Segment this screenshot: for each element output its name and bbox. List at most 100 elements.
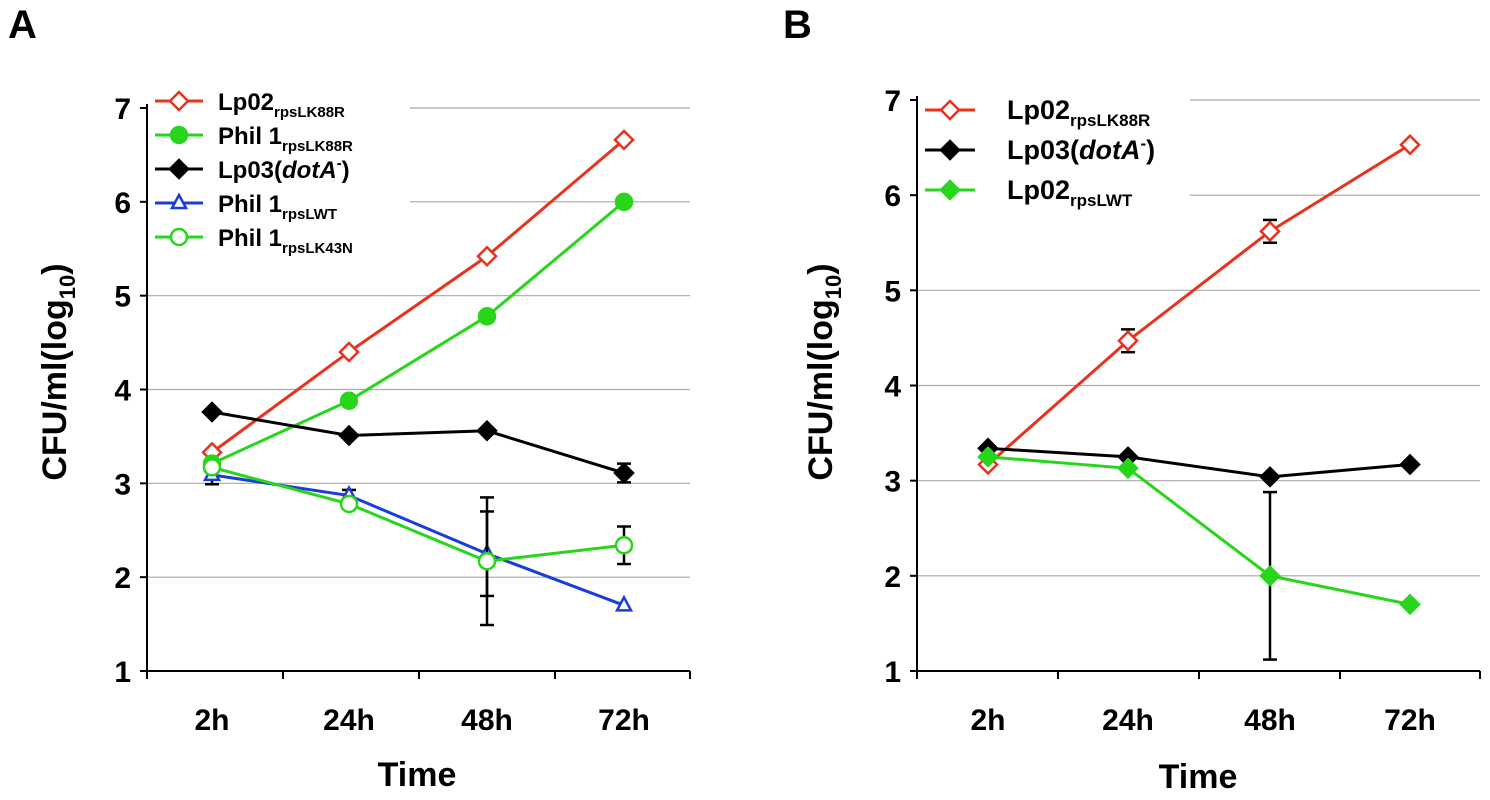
y-axis-title-sub: 10	[55, 275, 80, 299]
data-point	[339, 494, 359, 514]
data-point	[613, 462, 635, 484]
x-tick-label: 24h	[323, 704, 375, 737]
x-axis-title: Time	[378, 756, 457, 794]
legend-item: Lp02rpsLK88R	[925, 95, 1150, 130]
x-tick-label: 2h	[970, 704, 1005, 737]
series-line	[211, 138, 625, 454]
y-tick-label: 4	[114, 375, 131, 408]
legend-label: Phil 1rpsLK88R	[218, 123, 353, 155]
y-tick-label: 1	[114, 656, 131, 689]
legend-item: Lp02rpsLWT	[925, 175, 1133, 210]
data-point	[1117, 330, 1139, 352]
series-3	[201, 401, 635, 484]
x-tick-label: 2h	[194, 704, 229, 737]
data-point	[477, 551, 497, 571]
x-tick-label: 72h	[1384, 704, 1436, 737]
x-tick-label: 24h	[1102, 704, 1154, 737]
data-point	[613, 129, 635, 151]
data-point	[1399, 133, 1421, 156]
y-axis-title-sub: 10	[821, 275, 846, 299]
y-axis-title: CFU/ml(log10)	[802, 263, 846, 480]
series-group	[201, 129, 635, 627]
legend-swatch-marker	[939, 139, 961, 161]
y-tick-label: 1	[884, 656, 901, 689]
data-point	[477, 307, 497, 326]
panel-b: B 1 2 3 4 5 6 7 2h 24h 48h 72h Time CFU/ml(log10)…	[783, 3, 1481, 796]
legend-label: Phil 1rpsLWT	[218, 191, 337, 223]
x-tick-label: 48h	[1244, 704, 1296, 737]
data-point	[614, 192, 634, 212]
y-axis-title: CFU/ml(log10)	[36, 263, 80, 480]
series-line	[211, 410, 625, 475]
legend-item: Lp03(dotA-)	[155, 155, 350, 184]
axes	[910, 96, 1481, 679]
x-tick-label: 72h	[598, 704, 650, 737]
gridlines	[917, 99, 1480, 577]
legend-label: Lp02rpsLWT	[1007, 175, 1133, 210]
y-tick-label: 7	[114, 93, 131, 126]
x-tick-labels: 2h 24h 48h 72h	[970, 704, 1435, 737]
legend-item: Lp02rpsLK88R	[155, 89, 345, 121]
legend-swatch-marker	[168, 158, 190, 180]
series-line	[211, 473, 625, 607]
legend-swatch-marker	[169, 125, 189, 145]
data-point	[977, 446, 999, 468]
data-point	[1259, 220, 1281, 243]
x-tick-label: 48h	[461, 704, 513, 737]
legend-label: Lp02rpsLK88R	[218, 89, 345, 121]
y-axis-title-main: CFU/ml(log	[36, 299, 74, 480]
legend-swatch-marker	[939, 179, 961, 201]
y-tick-label: 6	[114, 187, 131, 220]
y-tick-labels: 1 2 3 4 5 6 7	[884, 85, 901, 689]
legend-label: Lp02rpsLK88R	[1007, 95, 1150, 130]
data-point	[614, 594, 634, 612]
axes	[140, 104, 691, 679]
legend-swatch-marker	[168, 90, 190, 112]
data-point	[1399, 453, 1421, 476]
y-tick-label: 3	[884, 466, 901, 499]
y-axis-title-close: )	[36, 263, 74, 274]
legend-item: Phil 1rpsLK88R	[155, 123, 353, 155]
series-4	[202, 464, 634, 612]
y-tick-label: 5	[114, 281, 131, 314]
y-tick-label: 5	[884, 275, 901, 308]
y-tick-label: 2	[114, 562, 131, 595]
data-point	[614, 536, 634, 555]
y-axis-title-close: )	[802, 263, 840, 274]
data-point	[1117, 457, 1139, 480]
panel-letter-a: A	[8, 3, 37, 47]
legend-label: Lp03(dotA-)	[1007, 134, 1155, 165]
series-group	[977, 133, 1421, 661]
series-line	[987, 455, 1411, 606]
data-point	[476, 245, 498, 268]
legend-label: Phil 1rpsLK43N	[218, 225, 353, 257]
data-point	[1259, 565, 1281, 587]
legend-swatch-marker	[939, 99, 961, 121]
y-tick-label: 2	[884, 561, 901, 594]
series-line	[211, 200, 625, 465]
panel-a: A 1 2 3 4 5 6 7 2h 24h 48h 72h Time CFU/ml(log10)…	[8, 3, 691, 794]
series-line	[211, 465, 625, 563]
data-point	[1399, 593, 1421, 616]
legend-swatch-marker	[169, 227, 189, 247]
data-point	[476, 420, 498, 442]
y-axis-title-main: CFU/ml(log	[802, 299, 840, 480]
data-point	[202, 458, 222, 477]
legend-label: Lp03(dotA-)	[218, 155, 350, 184]
series-line	[987, 446, 1411, 479]
series-line	[987, 143, 1411, 466]
series-3	[977, 446, 1421, 661]
x-tick-labels: 2h 24h 48h 72h	[194, 704, 649, 737]
y-tick-label: 4	[884, 371, 901, 404]
y-tick-labels: 1 2 3 4 5 6 7	[114, 93, 131, 689]
data-point	[338, 424, 360, 447]
x-axis-title: Time	[1159, 758, 1238, 796]
data-point	[1259, 466, 1281, 488]
legend-swatch-marker	[169, 192, 189, 210]
legend: Lp02rpsLK88R Lp03(dotA-) Lp02rpsLWT	[925, 95, 1155, 210]
panel-letter-b: B	[783, 3, 812, 47]
series-1	[201, 129, 635, 464]
legend-item: Phil 1rpsLWT	[155, 191, 337, 223]
